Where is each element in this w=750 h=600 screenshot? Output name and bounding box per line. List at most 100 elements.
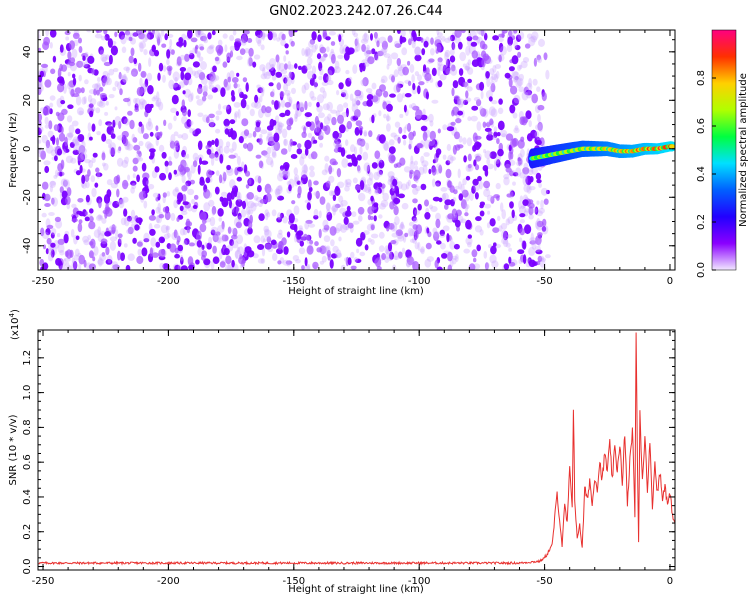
noise-speckle [464,203,469,213]
noise-speckle [288,71,293,79]
noise-speckle [352,177,358,184]
noise-speckle [356,154,362,161]
noise-speckle [345,139,349,147]
noise-speckle [173,131,179,137]
noise-speckle [488,244,492,249]
noise-speckle [502,230,509,241]
y-tick-label: 1.2 [22,350,33,366]
noise-speckle [130,180,137,186]
noise-speckle [465,45,471,56]
noise-speckle [272,33,277,38]
noise-speckle [365,88,373,93]
noise-speckle [230,227,237,234]
noise-speckle [338,82,344,90]
noise-speckle [138,62,142,72]
noise-speckle [38,113,43,122]
noise-speckle [370,239,375,245]
noise-speckle [388,146,396,155]
noise-speckle [225,255,232,265]
noise-speckle [59,265,66,270]
noise-speckle [525,110,532,120]
noise-speckle [122,179,129,190]
noise-speckle [528,246,536,256]
noise-speckle [391,75,395,83]
noise-speckle [341,158,349,168]
noise-speckle [45,30,50,37]
noise-speckle [504,163,511,172]
noise-speckle [524,43,531,49]
noise-speckle [292,103,298,110]
noise-speckle [124,30,131,36]
noise-speckle [169,38,173,48]
noise-speckle [42,231,50,239]
noise-speckle [203,258,211,266]
noise-speckle [257,39,262,47]
noise-speckle [515,78,522,88]
noise-speckle [229,239,235,246]
noise-speckle [55,111,60,117]
noise-speckle [136,174,141,183]
noise-speckle [481,57,486,68]
noise-speckle [45,228,51,236]
noise-speckle [83,239,90,246]
noise-speckle [200,77,208,85]
noise-speckle [415,109,423,119]
noise-speckle [381,75,388,84]
noise-speckle [201,160,209,165]
noise-speckle [350,144,356,153]
noise-speckle [339,203,344,208]
y-tick-label: 40 [22,45,33,58]
noise-speckle [44,203,51,207]
noise-speckle [259,133,263,139]
noise-speckle [221,234,229,242]
noise-speckle [325,245,331,253]
noise-speckle [234,41,241,52]
noise-speckle [95,107,101,114]
noise-speckle [479,106,484,115]
noise-speckle [288,184,292,192]
noise-speckle [128,55,134,64]
x-tick-label: -200 [157,276,180,287]
noise-speckle [212,245,217,254]
noise-speckle [173,169,177,175]
noise-speckle [476,156,482,161]
noise-speckle [520,60,528,69]
noise-speckle [304,199,312,204]
noise-speckle [129,119,135,130]
noise-speckle [98,86,104,92]
noise-speckle [512,172,519,177]
noise-speckle [90,98,97,106]
noise-speckle [437,32,443,38]
noise-speckle [314,43,318,50]
noise-speckle [387,35,393,43]
noise-speckle [142,177,149,187]
noise-speckle [466,36,473,42]
noise-speckle [81,140,86,149]
noise-speckle [117,147,121,154]
noise-speckle [351,30,356,36]
noise-speckle [93,246,99,256]
noise-speckle [235,199,243,207]
noise-speckle [269,64,274,71]
noise-speckle [97,257,103,267]
noise-speckle [512,71,520,80]
noise-speckle [258,160,264,169]
noise-speckle [388,153,396,164]
noise-speckle [226,56,231,63]
noise-speckle [266,156,274,166]
noise-speckle [361,59,368,65]
noise-speckle [316,53,322,60]
noise-speckle [217,208,224,217]
noise-speckle [319,131,324,140]
noise-speckle [149,247,154,258]
noise-speckle [495,159,501,168]
noise-speckle [96,131,101,136]
noise-speckle [164,33,168,41]
noise-speckle [462,63,467,68]
noise-speckle [333,140,339,148]
noise-speckle [118,237,123,243]
noise-speckle [474,164,480,171]
noise-speckle [363,131,367,137]
noise-speckle [408,138,413,146]
